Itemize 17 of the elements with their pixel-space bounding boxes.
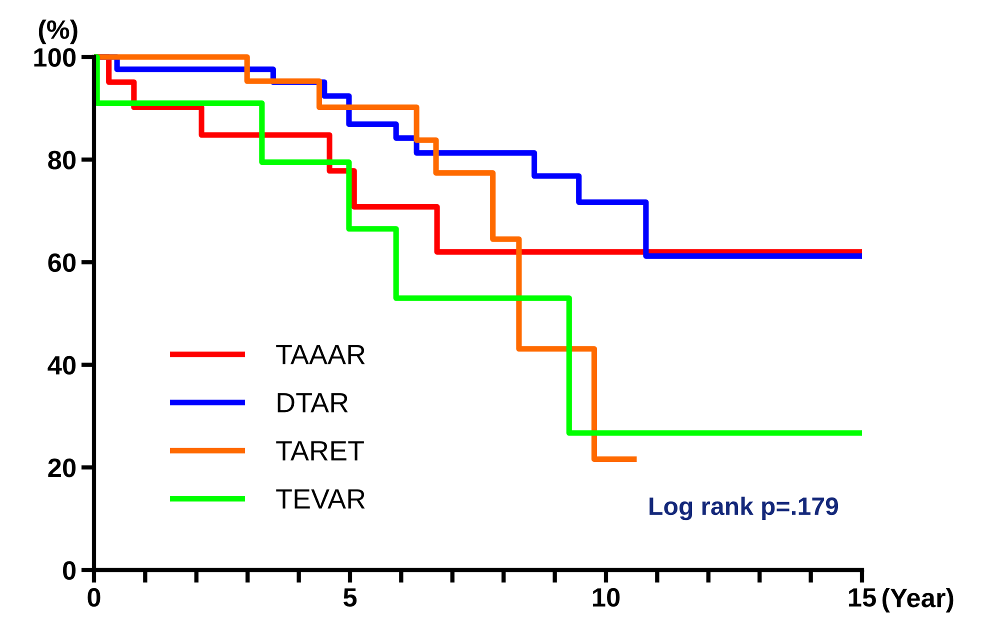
annotation: Log rank p=.179: [650, 496, 838, 520]
y-tick-label: 100: [34, 48, 76, 67]
y-tick-label: 0: [63, 561, 76, 580]
y-tick-label: 40: [48, 356, 76, 375]
x-tick-label: 0: [88, 588, 100, 607]
y-axis-title: (%): [38, 20, 78, 44]
legend-label: TEVAR: [276, 489, 365, 508]
x-tick-label: 10: [592, 588, 620, 607]
legend-label: DTAR: [278, 393, 348, 412]
y-tick-label: 80: [48, 150, 76, 170]
x-tick-label: 15: [848, 588, 876, 607]
y-tick-label: 20: [48, 458, 76, 478]
y-tick-label: 60: [48, 253, 76, 272]
legend-label: TAAAR: [276, 344, 365, 364]
legend-label: TARET: [276, 441, 364, 460]
x-axis-title: (Year): [882, 588, 954, 613]
x-tick-label: 5: [343, 588, 357, 607]
